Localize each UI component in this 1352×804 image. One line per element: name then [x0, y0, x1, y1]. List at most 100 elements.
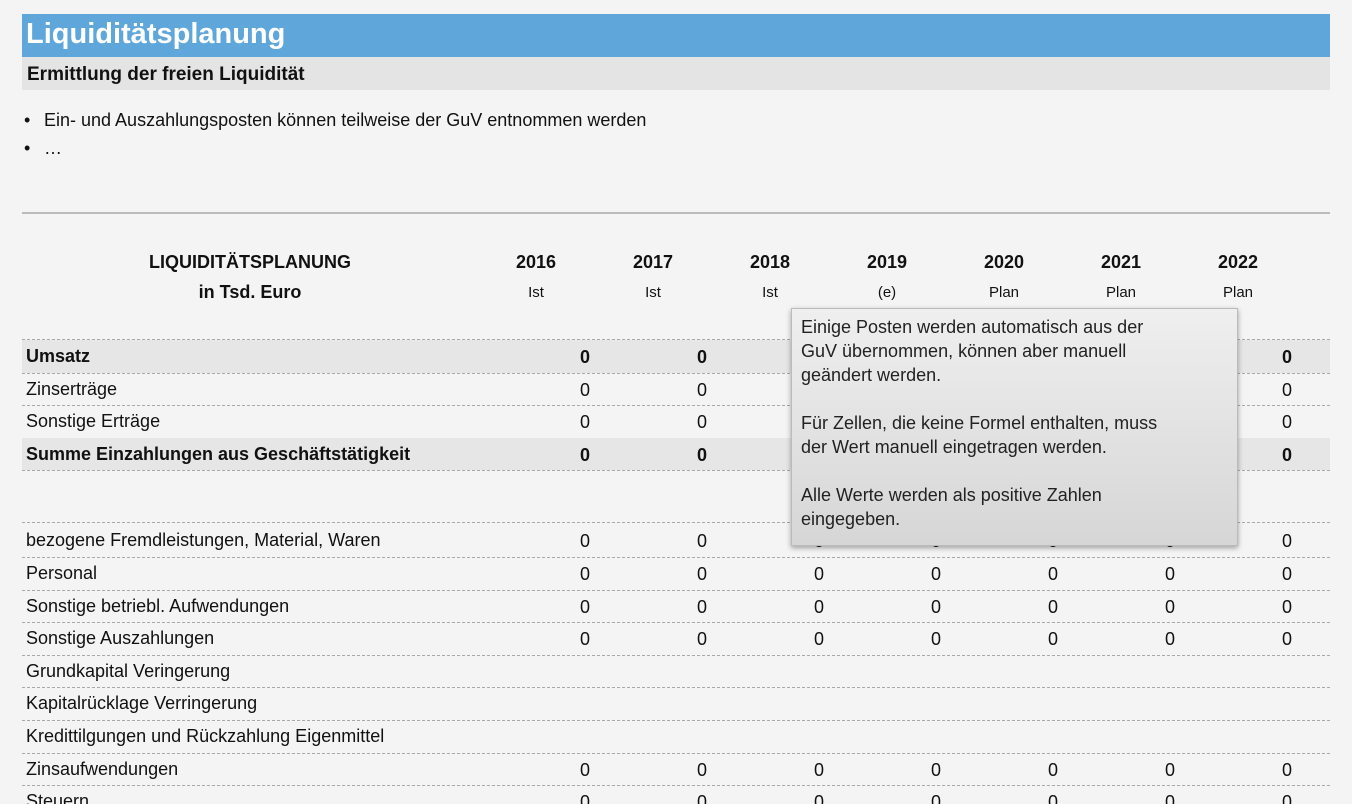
- cell-value: 0: [579, 596, 590, 617]
- row-divider: [22, 622, 1330, 623]
- cell-value: 0: [930, 629, 941, 649]
- cell-value: 0: [579, 531, 590, 551]
- row-label: Umsatz: [26, 346, 91, 366]
- cell-value: 0: [1281, 444, 1292, 465]
- cell-value: 0: [1164, 629, 1175, 649]
- cell-value: 0: [1281, 347, 1292, 367]
- row-divider: [22, 687, 1330, 688]
- cell-value: 0: [696, 759, 707, 780]
- row-divider: [22, 785, 1330, 786]
- row-divider: [22, 556, 1330, 558]
- cell-value: 0: [696, 379, 707, 400]
- row-divider: [22, 372, 1330, 374]
- row-label: Zinsaufwendungen: [26, 758, 179, 779]
- cell-value: 0: [1281, 792, 1292, 804]
- cell-value: 0: [1047, 629, 1058, 649]
- cell-value: 0: [930, 759, 941, 780]
- bullet-dot: •: [24, 138, 31, 158]
- cell-value: 0: [1164, 759, 1175, 780]
- row-divider: [22, 719, 1330, 721]
- row-divider: [22, 752, 1330, 754]
- subtitle: Ermittlung der freien Liquidität: [27, 64, 305, 85]
- cell-value: 0: [696, 596, 707, 617]
- year-header: 2020: [983, 252, 1025, 272]
- tooltip-box: [791, 308, 1238, 546]
- cell-value: 0: [813, 596, 824, 617]
- cell-value: 0: [579, 759, 590, 780]
- row-label: bezogene Fremdleistungen, Material, Ware…: [26, 530, 381, 550]
- cell-value: 0: [930, 564, 941, 584]
- year-type: Plan: [988, 284, 1020, 301]
- cell-value: 0: [813, 792, 824, 804]
- cell-value: 0: [1281, 379, 1292, 400]
- bullet-text: Ein- und Auszahlungsposten können teilwe…: [44, 110, 647, 130]
- page-title: Liquiditätsplanung: [26, 18, 286, 50]
- row-divider: [22, 522, 1330, 523]
- tooltip-text: der Wert manuell eingetragen werden.: [801, 437, 1107, 457]
- tooltip-text: Alle Werte werden als positive Zahlen: [801, 485, 1102, 505]
- cell-value: 0: [579, 379, 590, 400]
- bullet-text: …: [44, 138, 62, 158]
- separator: [22, 212, 1330, 214]
- cell-value: 0: [579, 347, 590, 367]
- year-type: Plan: [1105, 284, 1137, 301]
- tooltip-text: Für Zellen, die keine Formel enthalten, …: [801, 413, 1158, 433]
- cell-value: 0: [813, 629, 824, 649]
- title-bar: [22, 14, 1330, 57]
- tooltip-text: geändert werden.: [801, 365, 942, 385]
- subtitle-bar: [22, 57, 1330, 90]
- year-type: (e): [877, 284, 897, 301]
- table-title: LIQUIDITÄTSPLANUNG: [149, 252, 351, 272]
- cell-value: 0: [579, 412, 590, 432]
- row-divider: [22, 654, 1330, 656]
- year-type: Ist: [528, 284, 544, 301]
- cell-value: 0: [1281, 564, 1292, 584]
- cell-value: 0: [1047, 596, 1058, 617]
- cell-value: 0: [579, 444, 590, 465]
- year-header: 2016: [515, 252, 557, 272]
- cell-value: 0: [1047, 564, 1058, 584]
- year-header: 2021: [1100, 252, 1142, 272]
- cell-value: 0: [696, 347, 707, 367]
- cell-value: 0: [1281, 412, 1292, 432]
- cell-value: 0: [1164, 596, 1175, 617]
- row-label: Grundkapital Veringerung: [26, 660, 231, 681]
- cell-value: 0: [1164, 792, 1175, 804]
- cell-value: 0: [930, 596, 941, 617]
- year-type: Ist: [762, 284, 778, 301]
- row-label: Sonstige Auszahlungen: [26, 628, 215, 648]
- tooltip-text: eingegeben.: [801, 509, 901, 529]
- cell-value: 0: [1047, 792, 1058, 804]
- cell-value: 0: [1281, 531, 1292, 551]
- cell-value: 0: [696, 792, 707, 804]
- row-divider: [22, 589, 1330, 591]
- cell-value: 0: [696, 444, 707, 465]
- row-divider: [22, 470, 1330, 471]
- cell-value: 0: [1281, 596, 1292, 617]
- year-header: 2022: [1217, 252, 1259, 272]
- table-unit: in Tsd. Euro: [198, 282, 302, 302]
- cell-value: 0: [696, 629, 707, 649]
- cell-value: 0: [696, 564, 707, 584]
- row-label: Steuern: [26, 791, 90, 804]
- cell-value: 0: [1281, 629, 1292, 649]
- cell-value: 0: [696, 531, 707, 551]
- tooltip-text: GuV übernommen, können aber manuell: [801, 341, 1127, 361]
- row-label: Summe Einzahlungen aus Geschäftstätigkei…: [26, 443, 411, 464]
- cell-value: 0: [579, 629, 590, 649]
- cell-value: 0: [696, 412, 707, 432]
- year-type: Ist: [645, 284, 661, 301]
- year-header: 2019: [866, 252, 908, 272]
- row-label: Kapitalrücklage Verringerung: [26, 693, 258, 713]
- cell-value: 0: [813, 564, 824, 584]
- year-type: Plan: [1222, 284, 1254, 301]
- year-header: 2018: [749, 252, 791, 272]
- tooltip-text: Einige Posten werden automatisch aus der: [801, 317, 1144, 337]
- year-header: 2017: [632, 252, 674, 272]
- cell-value: 0: [930, 792, 941, 804]
- row-label: Zinserträge: [26, 378, 118, 399]
- bullet-dot: •: [24, 110, 31, 130]
- row-label: Sonstige Erträge: [26, 411, 161, 431]
- cell-value: 0: [1281, 759, 1292, 780]
